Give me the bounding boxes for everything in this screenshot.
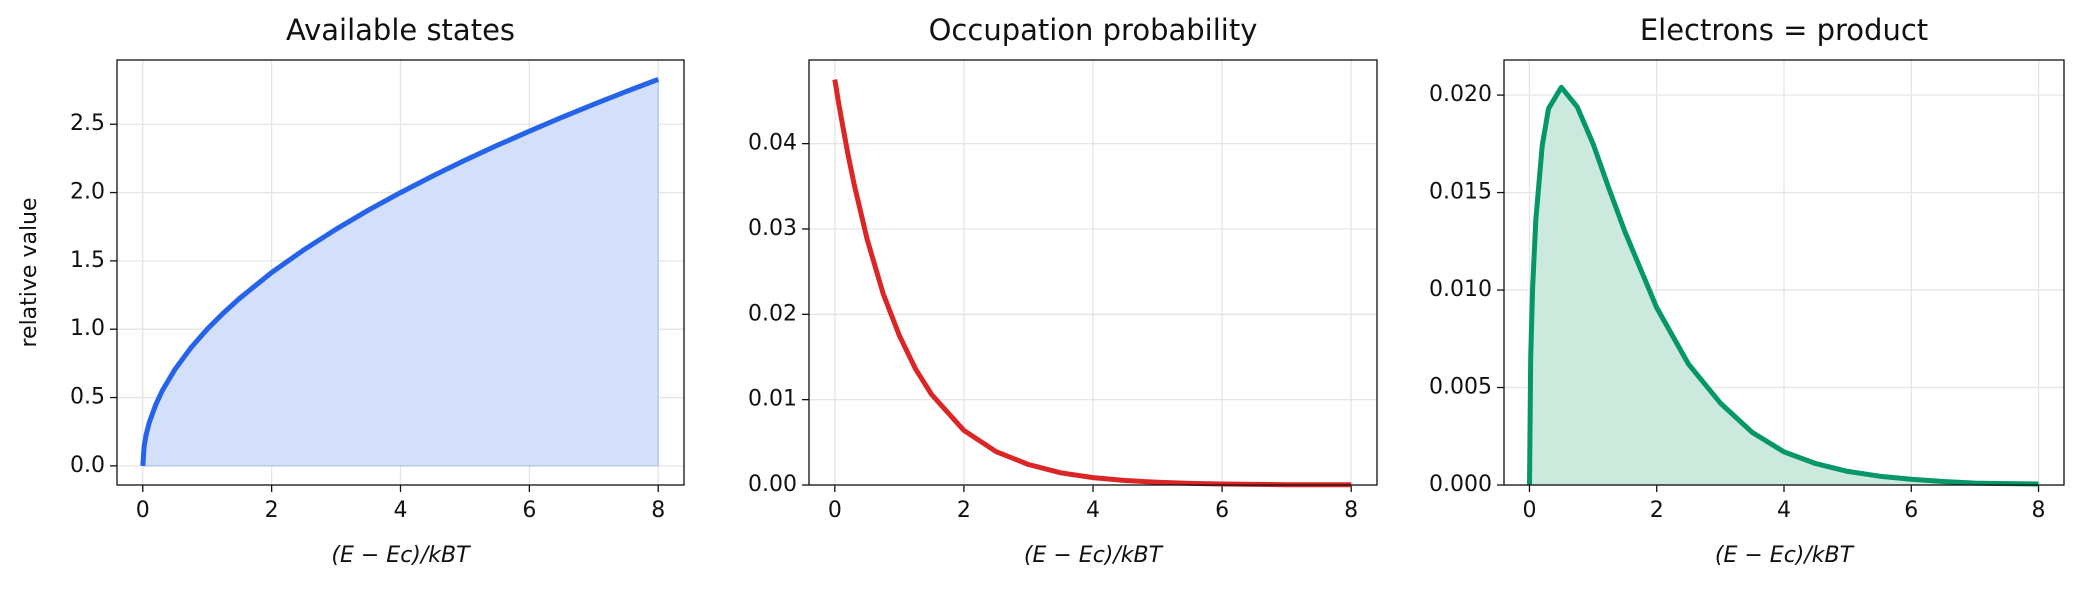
y-tick-label: 0.015 (1429, 180, 1492, 205)
y-tick-label: 2.0 (70, 180, 105, 205)
plot-frame (1503, 59, 2065, 486)
x-tick-label: 2 (957, 498, 971, 523)
x-tick-label: 8 (2032, 498, 2046, 523)
x-tick-label: 8 (651, 498, 665, 523)
x-axis-label: (E − Ec)/kBT (331, 543, 471, 568)
line (1527, 84, 2039, 487)
line (832, 79, 1352, 488)
y-tick-label: 0.010 (1429, 277, 1492, 302)
plot-frame (808, 59, 1378, 486)
x-tick-label: 2 (265, 498, 279, 523)
y-tick-label: 2.5 (70, 111, 105, 136)
x-tick-label: 4 (1777, 498, 1791, 523)
x-tick-label: 6 (1215, 498, 1229, 523)
x-tick-label: 4 (394, 498, 408, 523)
y-tick-label: 0.02 (748, 301, 797, 326)
y-tick-label: 0.00 (748, 472, 797, 497)
y-tick-label: 0.005 (1429, 375, 1492, 400)
x-axis-label: (E − Ec)/kBT (1715, 543, 1855, 568)
chart-title: Available states (286, 13, 515, 47)
y-tick-label: 0.03 (748, 216, 797, 241)
y-tick-label: 0.0 (70, 453, 105, 478)
x-tick-label: 0 (1522, 498, 1536, 523)
y-axis-label: relative value (17, 197, 42, 347)
y-tick-label: 1.0 (70, 316, 105, 341)
x-tick-label: 0 (136, 498, 150, 523)
plot-frame (116, 59, 685, 486)
y-tick-label: 0.01 (748, 387, 797, 412)
chart-title: Electrons = product (1640, 13, 1928, 47)
x-tick-label: 0 (828, 498, 842, 523)
x-tick-label: 4 (1086, 498, 1100, 523)
y-tick-label: 0.020 (1429, 82, 1492, 107)
x-tick-label: 2 (1650, 498, 1664, 523)
x-axis-label: (E − Ec)/kBT (1024, 543, 1164, 568)
y-tick-label: 1.5 (70, 248, 105, 273)
y-tick-label: 0.5 (70, 385, 105, 410)
x-tick-label: 8 (1344, 498, 1358, 523)
chart-title: Occupation probability (929, 13, 1258, 47)
y-tick-label: 0.000 (1429, 472, 1492, 497)
line (140, 77, 660, 467)
x-tick-label: 6 (1904, 498, 1918, 523)
y-tick-label: 0.04 (748, 131, 797, 156)
x-tick-label: 6 (522, 498, 536, 523)
